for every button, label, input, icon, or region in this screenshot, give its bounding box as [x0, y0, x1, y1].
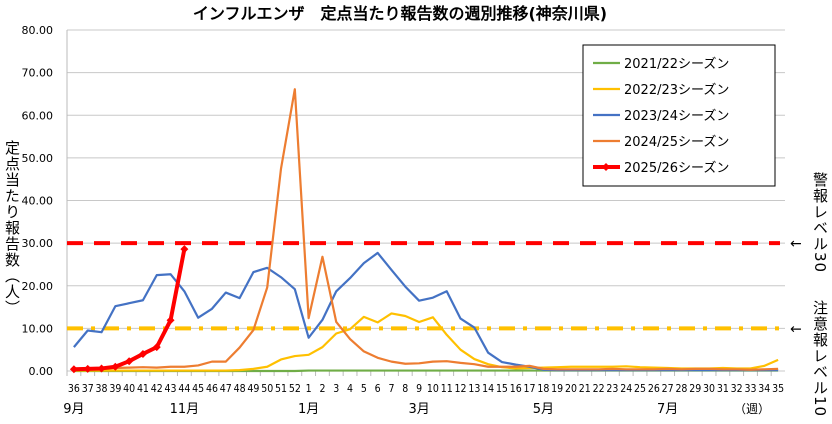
month-label: 7月 [657, 402, 678, 417]
x-tick-label: 23 [606, 382, 618, 395]
x-tick-label: 35 [772, 382, 784, 395]
x-axis-label: （週） [734, 402, 770, 416]
series-line [73, 248, 187, 372]
x-tick-label: 36 [68, 382, 80, 395]
y-tick-label: 10.00 [22, 322, 54, 335]
x-tick-label: 42 [151, 382, 163, 395]
x-tick-label: 39 [109, 382, 121, 395]
x-tick-label: 2 [319, 382, 325, 395]
x-tick-label: 11 [441, 382, 453, 395]
x-tick-label: 6 [375, 382, 381, 395]
y-axis-label: 定点当たり報告数（人） [3, 140, 21, 316]
x-tick-label: 50 [261, 382, 273, 395]
x-tick-label: 32 [731, 382, 743, 395]
x-tick-label: 18 [537, 382, 549, 395]
x-tick-label: 51 [275, 382, 287, 395]
x-tick-label: 34 [758, 382, 770, 395]
y-tick-label: 60.00 [22, 109, 54, 122]
x-tick-label: 17 [524, 382, 536, 395]
data-point [69, 365, 78, 374]
x-tick-label: 21 [579, 382, 591, 395]
x-tick-label: 46 [206, 382, 218, 395]
x-tick-label: 52 [289, 382, 301, 395]
legend-label: 2021/22シーズン [624, 56, 729, 72]
x-tick-label: 5 [361, 382, 367, 395]
x-tick-label: 45 [192, 382, 204, 395]
data-point [166, 316, 175, 325]
x-tick-label: 25 [634, 382, 646, 395]
month-label: 5月 [533, 402, 554, 417]
x-tick-label: 1 [306, 382, 312, 395]
legend-label: 2025/26シーズン [624, 160, 729, 176]
y-tick-label: 0.00 [29, 365, 54, 378]
x-tick-label: 13 [468, 382, 480, 395]
x-tick-label: 43 [165, 382, 177, 395]
month-label: 9月 [63, 402, 84, 417]
alert-level-label: 警報レベル30 [811, 172, 829, 274]
legend-label: 2024/25シーズン [624, 134, 729, 150]
x-tick-label: 12 [455, 382, 467, 395]
x-tick-label: 40 [123, 382, 135, 395]
chart-title: インフルエンザ 定点当たり報告数の週別推移(神奈川県) [193, 4, 607, 23]
data-point [83, 364, 92, 373]
x-tick-label: 26 [648, 382, 660, 395]
legend-label: 2023/24シーズン [624, 108, 729, 124]
x-tick-label: 10 [427, 382, 439, 395]
y-tick-label: 30.00 [22, 237, 54, 250]
x-tick-label: 20 [565, 382, 577, 395]
x-tick-label: 7 [388, 382, 394, 395]
y-tick-label: 50.00 [22, 152, 54, 165]
y-tick-label: 40.00 [22, 195, 54, 208]
x-tick-label: 16 [510, 382, 522, 395]
x-tick-label: 19 [551, 382, 563, 395]
data-point [180, 245, 189, 254]
month-label: 1月 [298, 402, 319, 417]
x-tick-label: 41 [137, 382, 149, 395]
x-tick-label: 22 [593, 382, 605, 395]
data-point [97, 364, 106, 373]
x-tick-label: 37 [82, 382, 94, 395]
data-point [138, 349, 147, 358]
x-tick-label: 33 [744, 382, 756, 395]
x-tick-label: 29 [689, 382, 701, 395]
x-tick-label: 14 [482, 382, 494, 395]
x-tick-label: 47 [220, 382, 232, 395]
x-tick-label: 15 [496, 382, 508, 395]
data-point [125, 357, 134, 366]
x-tick-label: 9 [416, 382, 422, 395]
data-point [111, 362, 120, 371]
month-label: 11月 [170, 402, 200, 417]
x-tick-label: 30 [703, 382, 715, 395]
data-point [152, 343, 161, 352]
x-tick-label: 24 [620, 382, 632, 395]
threshold-arrow: ← [790, 321, 802, 337]
x-tick-label: 31 [717, 382, 729, 395]
x-tick-label: 48 [234, 382, 246, 395]
x-tick-label: 28 [675, 382, 687, 395]
series-line [73, 312, 779, 372]
x-tick-label: 44 [178, 382, 190, 395]
x-tick-label: 49 [247, 382, 259, 395]
legend-label: 2022/23シーズン [624, 82, 729, 98]
month-label: 3月 [408, 402, 429, 417]
y-tick-label: 80.00 [22, 24, 54, 37]
x-tick-label: 27 [662, 382, 674, 395]
series-line [73, 88, 779, 371]
warning-level-label: 注意報レベル10 [811, 300, 829, 418]
x-tick-label: 38 [96, 382, 108, 395]
x-tick-label: 3 [333, 382, 339, 395]
legend-marker [602, 163, 610, 171]
threshold-arrow: ← [790, 236, 802, 252]
x-tick-label: 8 [402, 382, 408, 395]
x-tick-label: 4 [347, 382, 353, 395]
y-tick-label: 70.00 [22, 67, 54, 80]
y-tick-label: 20.00 [22, 280, 54, 293]
